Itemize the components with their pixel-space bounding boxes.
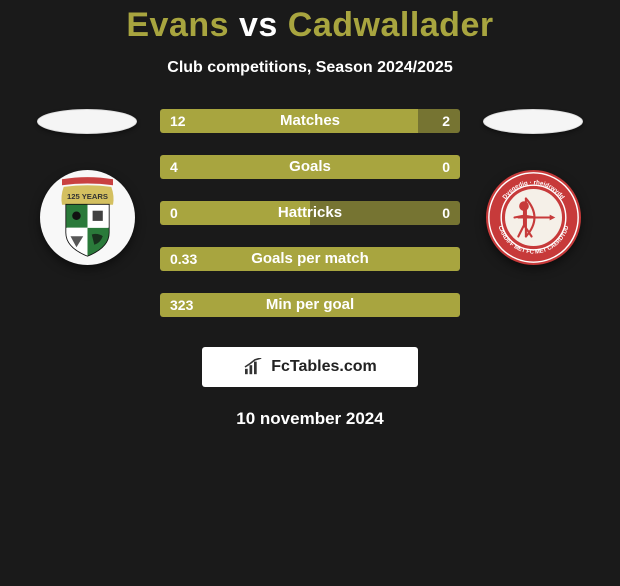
vs-separator: vs — [239, 6, 278, 44]
left-side: 125 YEARS — [32, 109, 142, 265]
stat-value-left: 323 — [170, 293, 193, 317]
stat-row: 0Hattricks0 — [160, 201, 460, 225]
archer-crest-icon: Dysgedig · rheidrwydd CARDIFF MET FC MET… — [486, 170, 581, 265]
attribution-badge[interactable]: FcTables.com — [202, 347, 418, 387]
stat-row: 4Goals0 — [160, 155, 460, 179]
stat-value-right: 0 — [442, 155, 450, 179]
stat-bar-left — [160, 201, 310, 225]
stats-column: 12Matches2 4Goals0 0Hattricks0 0.33Goals pe… — [160, 109, 460, 317]
stat-bar-right — [418, 109, 460, 133]
stat-bar-left — [160, 247, 460, 271]
stat-value-left: 0.33 — [170, 247, 197, 271]
stat-value-left: 12 — [170, 109, 186, 133]
country-flag-left — [37, 109, 137, 134]
stat-value-left: 0 — [170, 201, 178, 225]
stat-bar-right — [310, 201, 460, 225]
stat-bar-left — [160, 293, 460, 317]
club-badge-left: 125 YEARS — [40, 170, 135, 265]
stat-row: 323Min per goal — [160, 293, 460, 317]
country-flag-right — [483, 109, 583, 134]
stat-row: 0.33Goals per match — [160, 247, 460, 271]
comparison-date: 10 november 2024 — [0, 409, 620, 429]
stat-value-right: 0 — [442, 201, 450, 225]
club-badge-right: Dysgedig · rheidrwydd CARDIFF MET FC MET… — [486, 170, 581, 265]
stat-bar-left — [160, 155, 460, 179]
svg-text:125 YEARS: 125 YEARS — [66, 192, 107, 201]
comparison-body: 125 YEARS 12Matches2 4Goals0 0Hattricks0 0.… — [0, 109, 620, 317]
right-side: Dysgedig · rheidrwydd CARDIFF MET FC MET… — [478, 109, 588, 265]
shield-crest-icon: 125 YEARS — [45, 175, 130, 260]
subtitle: Club competitions, Season 2024/2025 — [0, 59, 620, 77]
stat-value-left: 4 — [170, 155, 178, 179]
attribution-text: FcTables.com — [271, 358, 377, 376]
player2-name: Cadwallader — [288, 6, 494, 44]
stat-value-right: 2 — [442, 109, 450, 133]
player1-name: Evans — [126, 6, 229, 44]
stat-bar-left — [160, 109, 418, 133]
chart-icon — [243, 358, 265, 376]
comparison-title: Evans vs Cadwallader — [0, 6, 620, 45]
stat-row: 12Matches2 — [160, 109, 460, 133]
